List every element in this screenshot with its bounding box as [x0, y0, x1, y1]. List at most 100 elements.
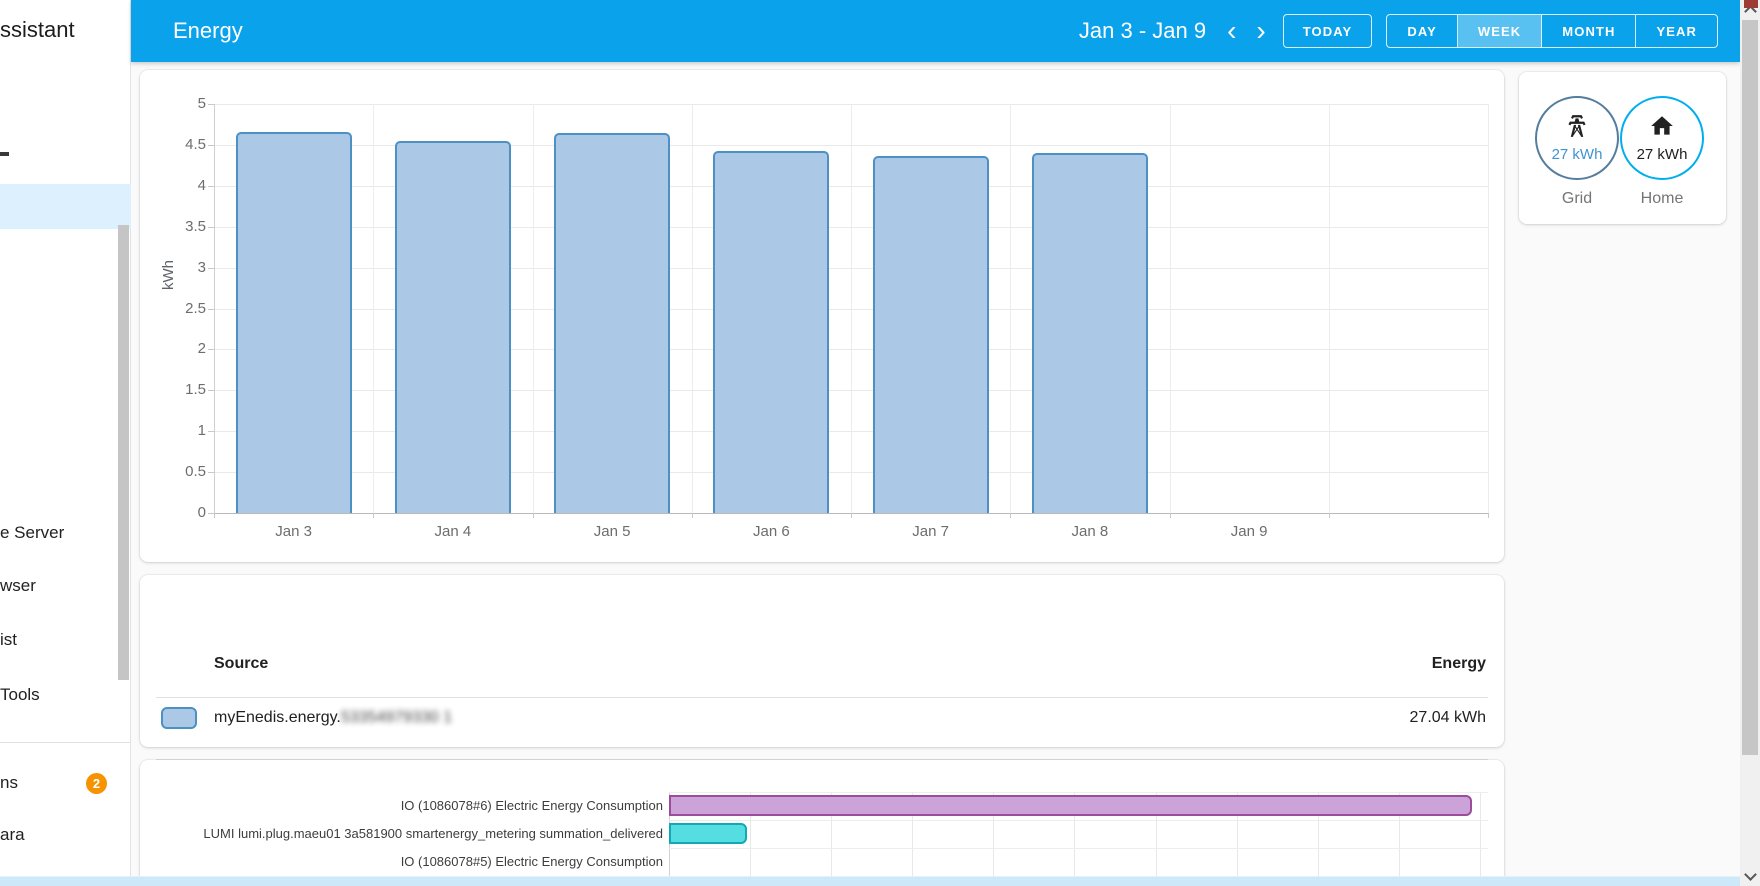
- y-tick: [208, 349, 214, 351]
- y-tick: [208, 144, 214, 146]
- x-tick: [1010, 513, 1012, 518]
- x-axis-label: Jan 5: [593, 523, 631, 540]
- app-title: ssistant: [0, 17, 75, 42]
- device-label: IO (1086078#6) Electric Energy Consumpti…: [400, 798, 663, 813]
- x-axis-label: Jan 9: [1230, 523, 1268, 540]
- vertical-scrollbar-thumb[interactable]: [1742, 20, 1758, 755]
- period-button-year[interactable]: YEAR: [1656, 23, 1697, 39]
- y-tick: [208, 308, 214, 310]
- y-tick-label: 4.5: [185, 135, 206, 153]
- y-tick-label: 1: [197, 422, 206, 440]
- y-tick-label: 0: [197, 504, 206, 521]
- bar-jan-7: [872, 156, 989, 513]
- bar-jan-8: [1031, 153, 1148, 513]
- energy-distribution-card: 27 kWh 27 kWh Grid Home: [1519, 72, 1726, 224]
- x-tick: [1169, 513, 1171, 518]
- page-title: Energy: [173, 18, 243, 43]
- period-button-day[interactable]: DAY: [1387, 15, 1458, 47]
- home-value: 27 kWh: [1636, 146, 1688, 163]
- y-tick-label: 5: [197, 95, 206, 112]
- today-button[interactable]: TODAY: [1282, 14, 1373, 48]
- table-divider: [156, 759, 1488, 760]
- gridline-v: [1488, 104, 1489, 513]
- column-header-source: Source: [214, 655, 269, 672]
- home-icon: [1649, 113, 1675, 144]
- sidebar-item[interactable]: e Server: [0, 523, 65, 542]
- source-energy-value: 27.04 kWh: [1409, 709, 1486, 726]
- y-tick-label: 2: [197, 340, 206, 358]
- home-consumption-circle: 27 kWh: [1620, 96, 1704, 180]
- gridline-v: [1010, 104, 1012, 513]
- sidebar-item-user[interactable]: ara: [0, 825, 25, 844]
- device-row-line: [669, 792, 1488, 793]
- y-tick-label: 4: [197, 176, 206, 194]
- table-divider: [156, 697, 1488, 698]
- device-gridline-v: [831, 792, 833, 876]
- y-tick: [208, 431, 214, 433]
- y-tick: [208, 226, 214, 228]
- gridline-v: [691, 104, 693, 513]
- period-button-group: DAY WEEK MONTH YEAR: [1386, 14, 1718, 48]
- home-circle-label: Home: [1640, 190, 1684, 207]
- grid-consumption-circle: 27 kWh: [1535, 96, 1619, 180]
- next-period-button[interactable]: ›: [1256, 15, 1266, 46]
- grid-circle-label: Grid: [1561, 190, 1593, 207]
- y-tick: [208, 104, 214, 105]
- x-tick: [214, 513, 215, 518]
- energy-sources-table-card: Source Energy myEnedis.energy.5335497933…: [140, 575, 1504, 798]
- y-tick-label: 3.5: [185, 217, 206, 235]
- y-tick-label: 2.5: [185, 299, 206, 317]
- x-tick: [851, 513, 852, 518]
- device-bar: [669, 795, 1472, 816]
- source-entity-name: myEnedis.energy.53354979330 1: [214, 709, 452, 727]
- sidebar: ssistant e Server wser ist Tools ns 2 ara: [0, 0, 131, 886]
- y-tick: [208, 513, 214, 514]
- y-tick: [208, 472, 214, 474]
- gridline-v: [851, 104, 852, 513]
- sidebar-scrollbar-thumb[interactable]: [118, 225, 129, 680]
- bar-chart-plot: 5 4.5 4 3.5 3 2.5 2 1.5 1 0.5 0 Jan 3 Jan 4 Jan 5 Jan …: [185, 95, 1489, 540]
- sidebar-item[interactable]: Tools: [0, 685, 40, 704]
- y-tick-label: 0.5: [185, 463, 206, 481]
- sidebar-divider: [0, 742, 131, 743]
- horizontal-scrollbar[interactable]: [0, 876, 1740, 886]
- y-axis-line: [214, 104, 215, 513]
- main-content: kWh 5 4.5 4 3.5 3 2.5 2 1.5 1 0.5 0 Jan 3 Jan 4 Jan 5…: [131, 62, 1740, 886]
- x-axis-label: Jan 4: [434, 523, 472, 540]
- device-gridline-v: [1236, 792, 1238, 876]
- x-axis-label: Jan 8: [1071, 523, 1109, 540]
- y-tick-label: 3: [197, 258, 206, 276]
- device-consumption-card: IO (1086078#6) Electric Energy Consumpti…: [140, 760, 1504, 886]
- browser-corner-decoration: [1744, 0, 1758, 8]
- gridline-v: [1328, 104, 1330, 513]
- device-gridline-v: [993, 792, 995, 876]
- app-header: Energy Jan 3 - Jan 9 ‹ › TODAY DAY WEEK MO…: [131, 0, 1740, 62]
- source-entity-prefix: myEnedis.energy.: [214, 709, 341, 726]
- series-color-swatch: [161, 707, 197, 729]
- sidebar-item-notifications[interactable]: ns: [0, 773, 18, 792]
- sidebar-item[interactable]: wser: [0, 576, 36, 595]
- sidebar-item-energy-selected[interactable]: [0, 184, 131, 229]
- device-gridline-v: [1317, 792, 1319, 876]
- period-button-week[interactable]: WEEK: [1457, 15, 1543, 47]
- sidebar-item-fragment-icon: [0, 152, 9, 156]
- x-tick: [691, 513, 693, 518]
- device-bar: [669, 823, 747, 844]
- device-gridline-v: [1398, 792, 1400, 876]
- grid-value: 27 kWh: [1551, 146, 1603, 163]
- y-tick: [208, 185, 214, 187]
- device-row-line: [669, 820, 1488, 821]
- date-range-label: Jan 3 - Jan 9: [1078, 18, 1207, 43]
- period-button-month[interactable]: MONTH: [1542, 15, 1637, 47]
- x-axis-label: Jan 3: [275, 523, 312, 540]
- sidebar-item[interactable]: ist: [0, 630, 17, 649]
- device-gridline-v: [1074, 792, 1076, 876]
- x-tick: [373, 513, 375, 518]
- y-tick: [208, 390, 214, 392]
- bar-jan-5: [554, 133, 671, 513]
- bar-jan-3: [235, 131, 352, 513]
- device-bar-chart-plot: [669, 792, 1488, 877]
- prev-period-button[interactable]: ‹: [1227, 15, 1237, 46]
- notification-badge: 2: [86, 773, 107, 794]
- x-axis-label: Jan 7: [912, 523, 949, 540]
